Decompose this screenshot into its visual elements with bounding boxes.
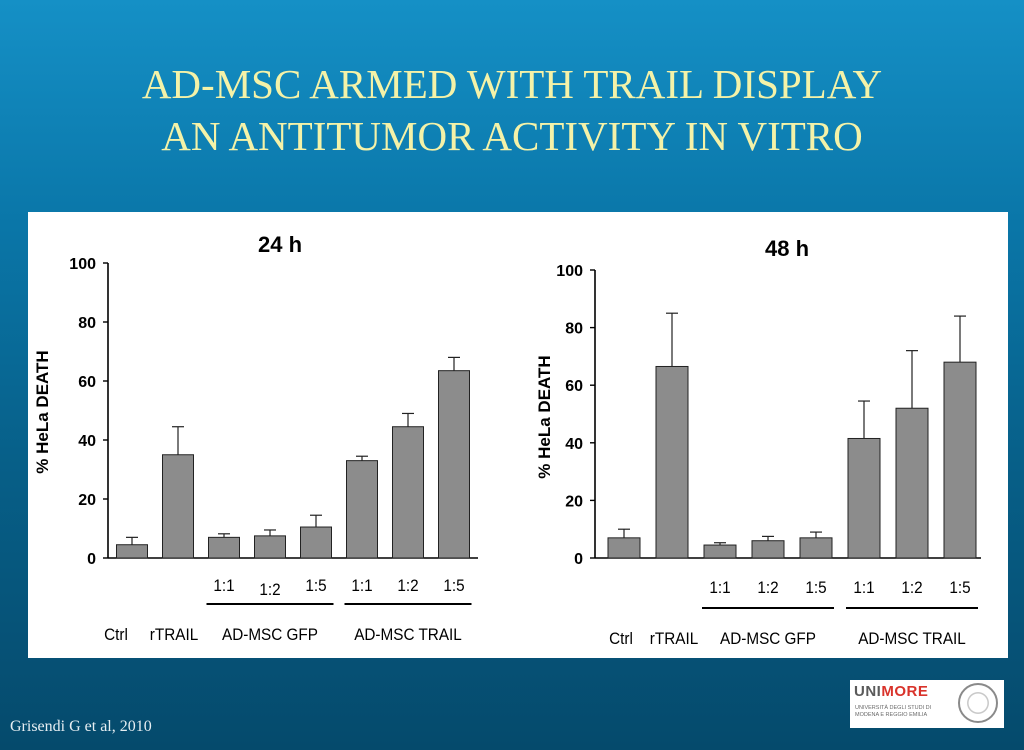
bar [847,437,881,559]
y-tick-label: 100 [69,256,96,273]
bar-charts: 24 h % HeLa DEATH 0 20 40 60 80 100 Ctrl rTRAIL 1:… [33,232,981,648]
logo-word-more: MORE [881,683,929,700]
y-tick-label: 100 [556,263,583,280]
chart-title: 24 h [258,232,302,257]
y-axis-label: % HeLa DEATH [535,355,554,478]
category-label: 1:5 [305,576,326,595]
category-label: 1:2 [757,578,778,597]
slide-title: AD-MSC ARMED WITH TRAIL DISPLAY AN ANTIT… [0,58,1024,162]
bar [607,537,641,559]
category-label: 1:2 [901,578,922,597]
category-label: 1:1 [351,576,372,595]
y-tick-label: 40 [78,433,96,450]
chart-title: 48 h [765,236,809,261]
bar [943,361,977,559]
chart-2: 48 h % HeLa DEATH 0 20 40 60 80 100 Ctrl rTRAIL 1:… [535,236,981,648]
y-tick-label: 0 [87,551,96,568]
group-label: AD-MSC TRAIL [858,629,966,648]
bar [254,535,286,559]
bar [799,537,833,559]
category-label: 1:2 [259,580,280,599]
category-label: 1:1 [853,578,874,597]
category-label: 1:5 [805,578,826,597]
y-tick-label: 0 [574,551,583,568]
category-label: Ctrl [609,629,633,648]
y-tick-label: 80 [565,321,583,338]
category-label: rTRAIL [150,625,198,644]
slide-title-line-1: AD-MSC ARMED WITH TRAIL DISPLAY [141,61,883,107]
slide-title-line-2: AN ANTITUMOR ACTIVITY IN VITRO [161,113,863,159]
category-label: 1:1 [213,576,234,595]
y-tick-label: 40 [565,436,583,453]
y-axis-label: % HeLa DEATH [33,350,52,473]
bar [751,540,785,559]
logo-word-uni: UNI [854,683,882,700]
category-label: 1:5 [949,578,970,597]
logo-wordmark: UNIMORE [854,683,928,700]
group-label: AD-MSC TRAIL [354,625,462,644]
y-tick-label: 60 [565,378,583,395]
bar [208,536,240,559]
chart-1: 24 h % HeLa DEATH 0 20 40 60 80 100 Ctrl rTRAIL 1:… [33,232,478,644]
university-seal-icon [958,683,998,723]
bar [655,365,689,559]
group-label: AD-MSC GFP [720,629,816,648]
y-tick-label: 60 [78,374,96,391]
category-label: 1:1 [709,578,730,597]
bar [162,454,194,559]
bar [703,544,737,559]
bar [895,407,929,559]
y-tick-label: 20 [565,493,583,510]
bar [392,426,424,559]
y-tick-label: 80 [78,315,96,332]
y-tick-label: 20 [78,492,96,509]
category-label: rTRAIL [650,629,698,648]
group-label: AD-MSC GFP [222,625,318,644]
bar [116,544,148,559]
logo-subtitle: UNIVERSITÀ DEGLI STUDI DI MODENA E REGGI… [855,705,932,718]
bar [300,526,332,559]
figure-panel: 24 h % HeLa DEATH 0 20 40 60 80 100 Ctrl rTRAIL 1:… [28,212,1008,658]
category-label: 1:5 [443,576,464,595]
category-label: Ctrl [104,625,128,644]
citation: Grisendi G et al, 2010 [10,718,152,735]
unimore-logo: UNIMORE UNIVERSITÀ DEGLI STUDI DI MODENA… [850,680,1004,728]
bar [438,370,470,559]
bar [346,460,378,559]
category-label: 1:2 [397,576,418,595]
